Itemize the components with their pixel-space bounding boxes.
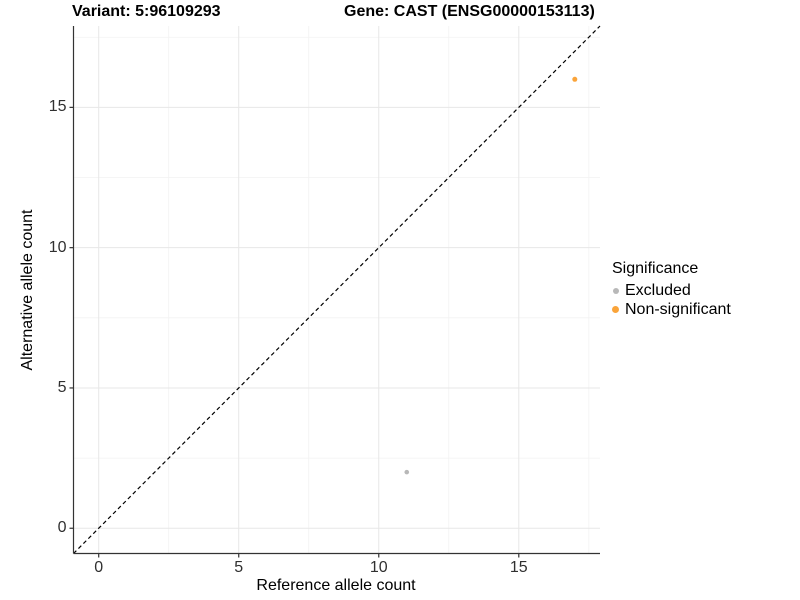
excluded-dot-icon [613,287,619,294]
data-point-excluded [404,469,410,475]
legend-title: Significance [612,260,699,277]
legend-item-excluded: Excluded [612,281,731,300]
y-tick-label: 5 [57,378,67,396]
gene-title: Gene: CAST (ENSG00000153113) [344,3,595,20]
legend-label-non-significant: Non-significant [625,300,731,318]
x-axis-title: Reference allele count [256,577,416,594]
legend: Significance Excluded Non-significant [612,260,731,319]
y-tick-label: 10 [48,238,67,256]
legend-label-excluded: Excluded [625,281,691,299]
x-tick-label: 5 [234,558,244,576]
y-tick-label: 15 [48,98,67,116]
identity-line [73,25,601,554]
non-significant-dot-icon [612,306,619,313]
variant-title: Variant: 5:96109293 [72,3,221,20]
data-point-non-significant [572,76,578,82]
x-tick-label: 15 [509,558,528,576]
x-tick-label: 10 [369,558,388,576]
y-tick-label: 0 [57,519,67,537]
x-tick-label: 0 [94,558,104,576]
legend-item-non-significant: Non-significant [612,300,731,319]
y-axis-title: Alternative allele count [19,209,36,371]
